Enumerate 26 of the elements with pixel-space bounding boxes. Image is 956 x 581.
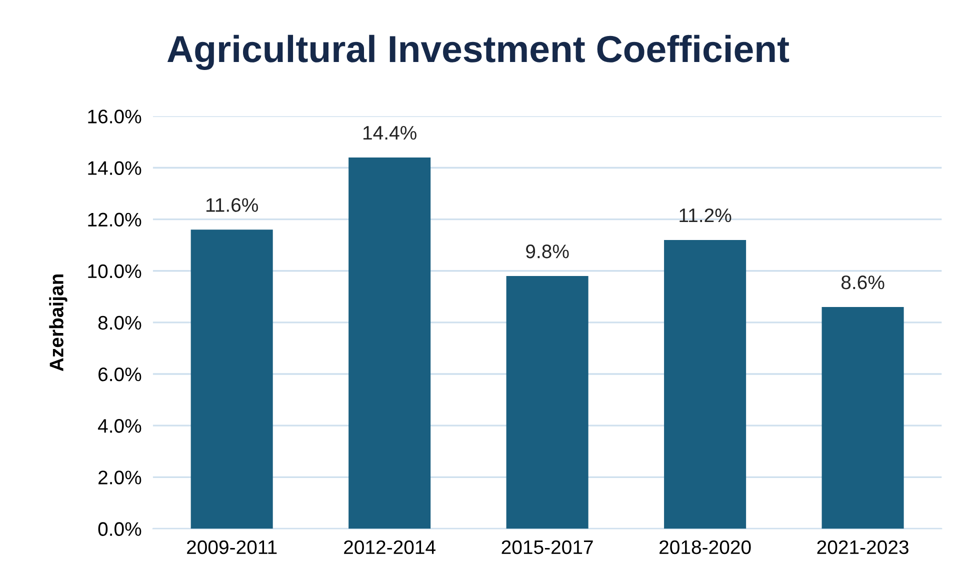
y-tick-label: 14.0% [88,161,142,175]
x-tick-label: 2012-2014 [344,540,436,554]
bar [506,276,588,529]
bar [190,230,273,529]
bar [664,240,746,529]
bar [348,157,431,529]
x-tick-label: 2018-2020 [660,540,751,554]
data-label: 9.8% [526,244,569,258]
data-label: 11.6% [206,198,258,212]
bar [822,306,904,529]
y-tick-label: 6.0% [98,367,142,382]
y-tick-label: 8.0% [98,316,142,330]
y-tick-label: 12.0% [88,212,142,227]
x-tick-label: 2009-2011 [187,540,277,554]
y-tick-label: 2.0% [98,470,142,484]
data-label: 8.6% [841,275,884,290]
chart-title: Agricultural Investment Coefficient [167,34,790,70]
data-label: 14.4% [363,126,416,140]
x-tick-label: 2015-2017 [502,540,593,554]
x-tick-label: 2021-2023 [817,540,908,554]
y-tick-label: 4.0% [98,419,142,433]
y-tick-label: 0.0% [98,522,142,536]
y-tick-label: 16.0% [88,110,142,124]
y-axis-title: Azerbaijan [49,274,68,372]
data-label: 11.2% [680,208,732,222]
y-tick-label: 10.0% [88,264,142,278]
